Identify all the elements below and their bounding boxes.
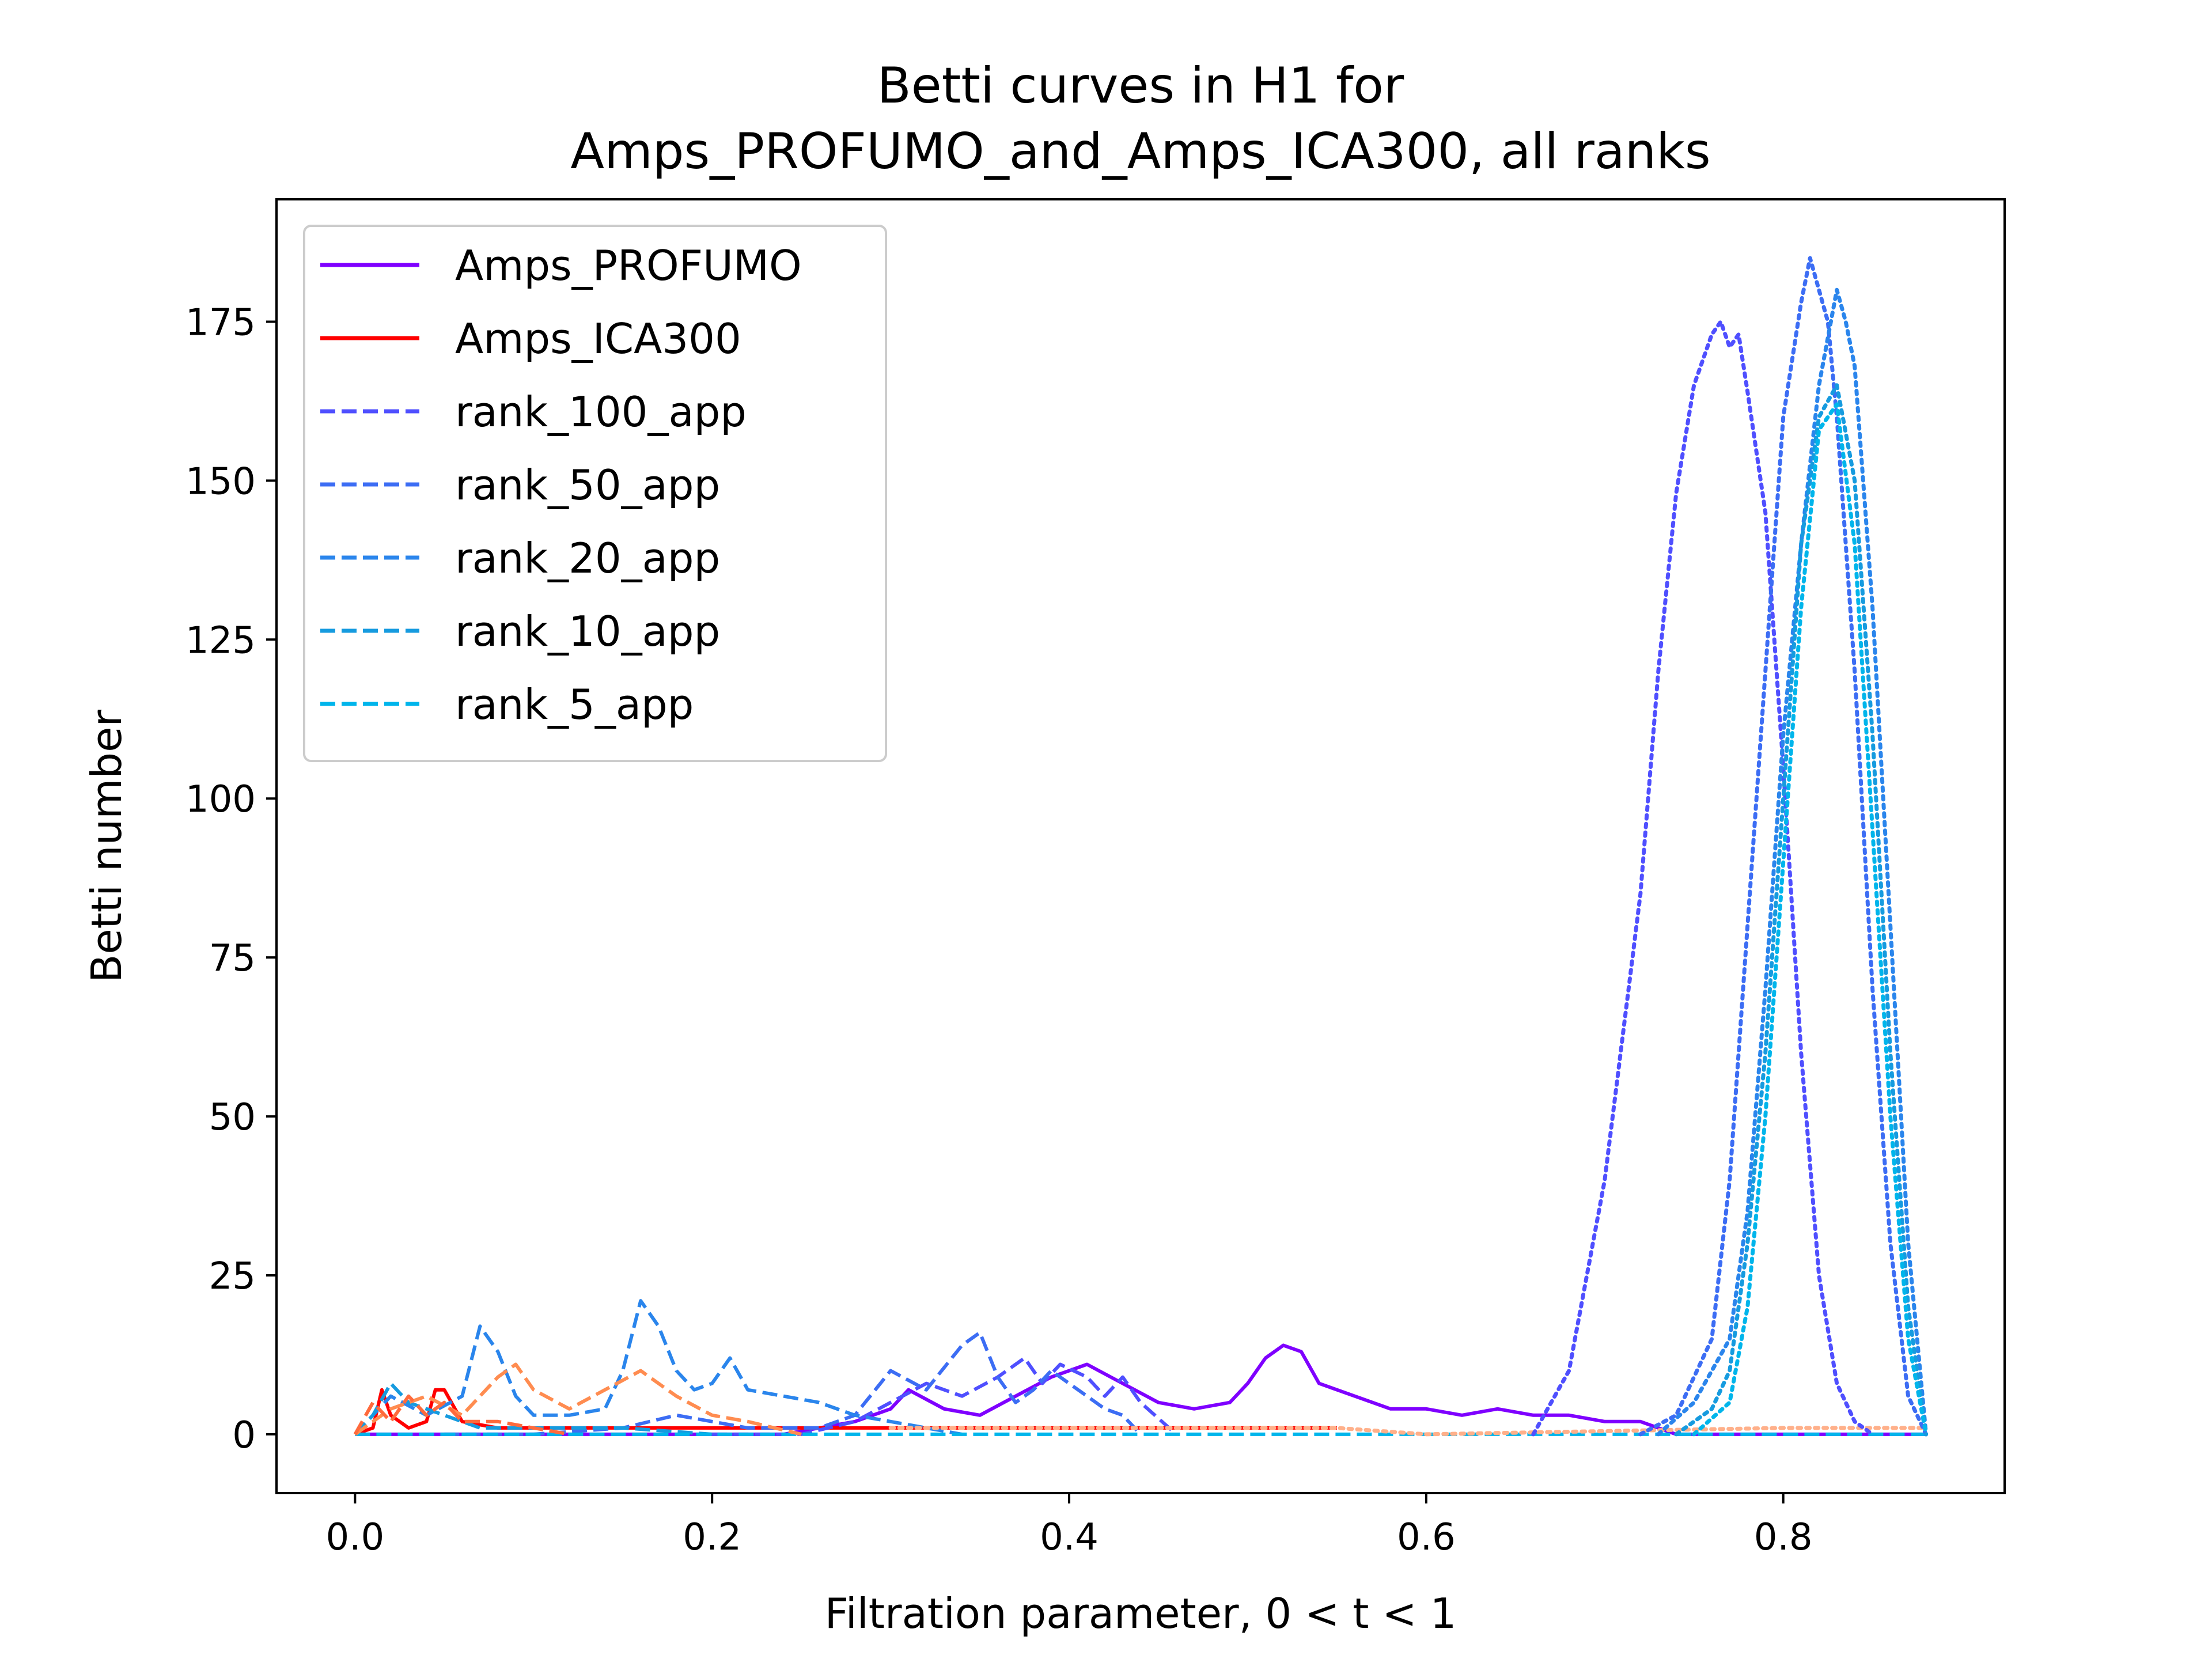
legend: Amps_PROFUMO Amps_ICA300 rank_100_app rank_… <box>303 225 887 762</box>
series-line-rank-50-app <box>444 1331 1142 1436</box>
series-line-unlabeled-7 <box>354 1362 802 1436</box>
y-tick-label: 0 <box>232 1414 256 1457</box>
y-tick-label: 50 <box>209 1096 256 1139</box>
y-tick-label: 75 <box>209 937 256 980</box>
y-tick-label: 175 <box>185 301 256 344</box>
x-tick-label: 0.2 <box>683 1516 741 1559</box>
legend-box <box>303 225 887 762</box>
legend-label: Amps_PROFUMO <box>455 241 802 290</box>
y-tick-label: 25 <box>209 1255 256 1298</box>
series-line-unlabeled-9 <box>888 1426 1929 1437</box>
x-tick-label: 0.0 <box>325 1516 384 1559</box>
series-line-unlabeled-13 <box>1674 383 1929 1437</box>
legend-label: rank_100_app <box>455 388 747 436</box>
plot-frame <box>275 198 2006 1494</box>
series-line-rank-100-app <box>712 1356 1177 1436</box>
series-line-rank-20-app <box>354 1299 963 1436</box>
chart-subtitle: Amps_PROFUMO_and_Amps_ICA300, all ranks <box>570 123 1710 180</box>
x-tick-label: 0.4 <box>1040 1516 1099 1559</box>
y-axis: 0 25 50 75 100 125 150 175 <box>185 301 276 1457</box>
series-line-unlabeled-14 <box>1692 402 1929 1437</box>
legend-label: rank_5_app <box>455 680 694 729</box>
series-line-unlabeled-8 <box>353 1394 570 1436</box>
series-line-unlabeled-10 <box>1531 320 1875 1437</box>
y-tick-label: 125 <box>185 619 256 662</box>
x-axis: 0.0 0.2 0.4 0.6 0.8 <box>325 1493 1813 1559</box>
legend-label: rank_10_app <box>455 607 720 656</box>
series-line-rank-10-app <box>354 1381 713 1436</box>
chart-title: Betti curves in H1 for <box>877 57 1404 115</box>
y-tick-label: 150 <box>185 460 256 503</box>
x-tick-label: 0.8 <box>1754 1516 1813 1559</box>
legend-label: rank_20_app <box>455 534 720 582</box>
legend-label: rank_50_app <box>455 461 720 509</box>
series-line-unlabeled-12 <box>1656 287 1929 1437</box>
series-layer <box>353 256 1929 1437</box>
y-axis-label: Betti number <box>82 710 131 983</box>
x-axis-label: Filtration parameter, 0 < t < 1 <box>825 1589 1457 1638</box>
series-line-unlabeled-11 <box>1638 256 1929 1437</box>
y-tick-label: 100 <box>185 778 256 821</box>
x-tick-label: 0.6 <box>1397 1516 1456 1559</box>
legend-label: Amps_ICA300 <box>455 315 741 363</box>
